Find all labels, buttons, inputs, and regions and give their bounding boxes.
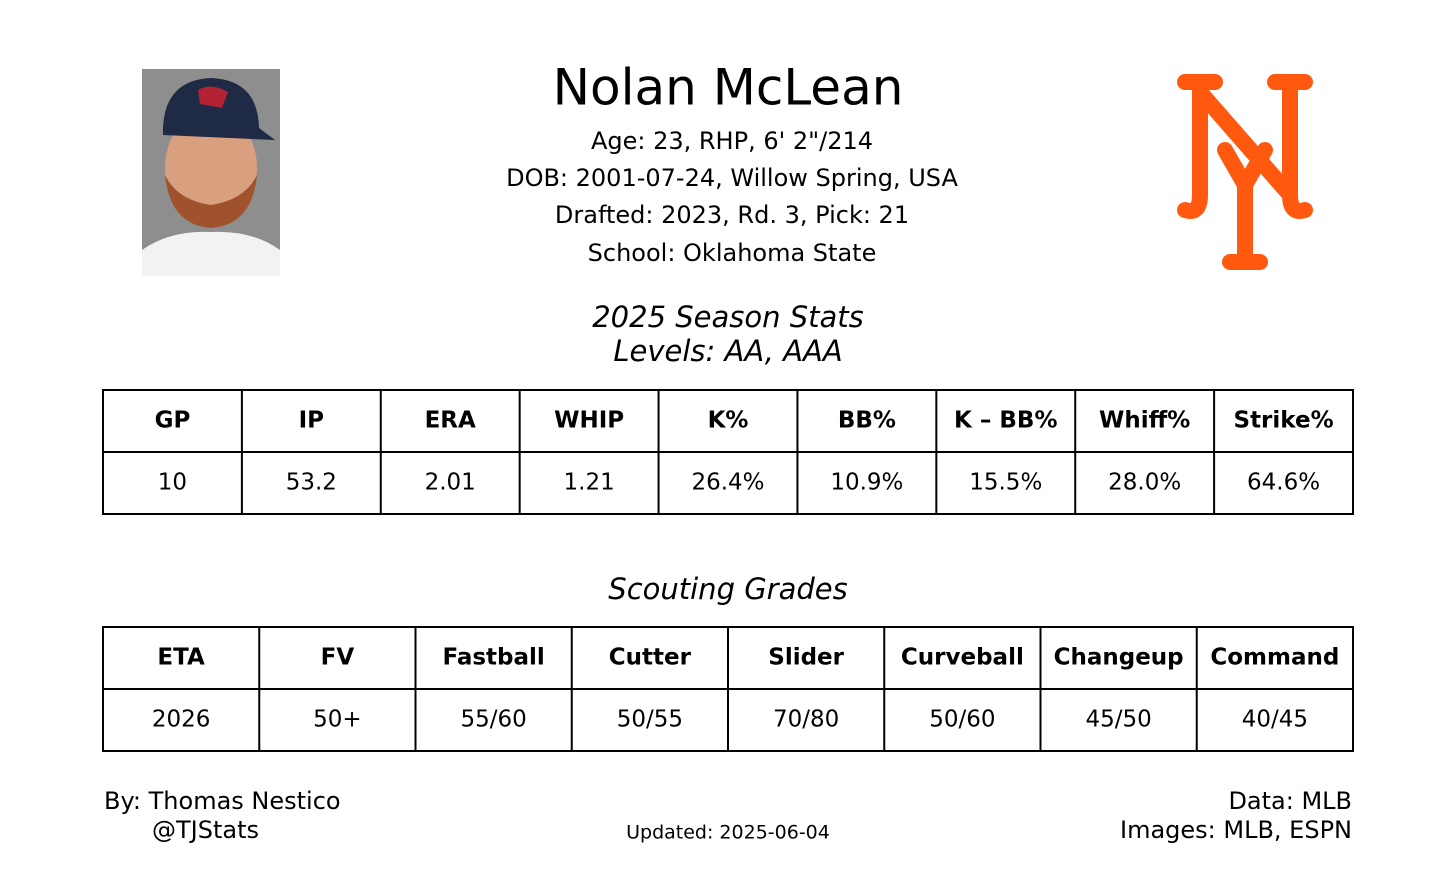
author: By: Thomas Nestico: [104, 787, 341, 815]
column-header: Command: [1210, 645, 1339, 671]
column-header: FV: [321, 645, 355, 671]
column-header: Whiff%: [1099, 408, 1190, 434]
table-cell: 2026: [152, 707, 211, 733]
table-cell: 10.9%: [830, 470, 903, 496]
updated: Updated: 2025-06-04: [626, 822, 830, 844]
player-photo: [142, 69, 280, 276]
player-detail: DOB: 2001-07-24, Willow Spring, USA: [506, 164, 958, 192]
table-cell: 15.5%: [969, 470, 1042, 496]
column-header: Changeup: [1054, 645, 1184, 671]
column-header: IP: [299, 408, 324, 434]
table-cell: 2.01: [425, 470, 476, 496]
column-header: Fastball: [442, 645, 544, 671]
player-detail: Age: 23, RHP, 6' 2"/214: [591, 127, 873, 155]
table-cell: 28.0%: [1108, 470, 1181, 496]
column-header: WHIP: [554, 408, 624, 434]
table-cell: 50/55: [617, 707, 683, 733]
column-header: K%: [708, 408, 749, 434]
column-header: ETA: [157, 645, 205, 671]
stats-subtitle: Levels: AA, AAA: [613, 334, 842, 368]
table-cell: 26.4%: [691, 470, 764, 496]
table-cell: 45/50: [1085, 707, 1151, 733]
table-cell: 64.6%: [1247, 470, 1320, 496]
table-cell: 1.21: [564, 470, 615, 496]
column-header: Cutter: [609, 645, 692, 671]
table-cell: 10: [158, 470, 187, 496]
table-cell: 40/45: [1242, 707, 1308, 733]
column-header: BB%: [838, 408, 896, 434]
team-logo: [1177, 74, 1313, 270]
table-cell: 50/60: [929, 707, 995, 733]
column-header: K – BB%: [954, 408, 1057, 434]
player-detail: School: Oklahoma State: [588, 239, 877, 267]
table-cell: 70/80: [773, 707, 839, 733]
images-source: Images: MLB, ESPN: [1120, 816, 1352, 844]
player-name: Nolan McLean: [553, 59, 904, 117]
table-cell: 50+: [313, 707, 362, 733]
column-header: ERA: [425, 408, 476, 434]
column-header: Strike%: [1234, 408, 1334, 434]
grades-title: Scouting Grades: [608, 572, 847, 606]
stats-title: 2025 Season Stats: [592, 300, 864, 334]
column-header: Curveball: [901, 645, 1024, 671]
handle: @TJStats: [152, 816, 259, 844]
player-detail: Drafted: 2023, Rd. 3, Pick: 21: [555, 201, 909, 229]
table-cell: 53.2: [286, 470, 337, 496]
table-cell: 55/60: [460, 707, 526, 733]
column-header: GP: [155, 408, 191, 434]
column-header: Slider: [768, 645, 844, 671]
data-source: Data: MLB: [1228, 787, 1352, 815]
